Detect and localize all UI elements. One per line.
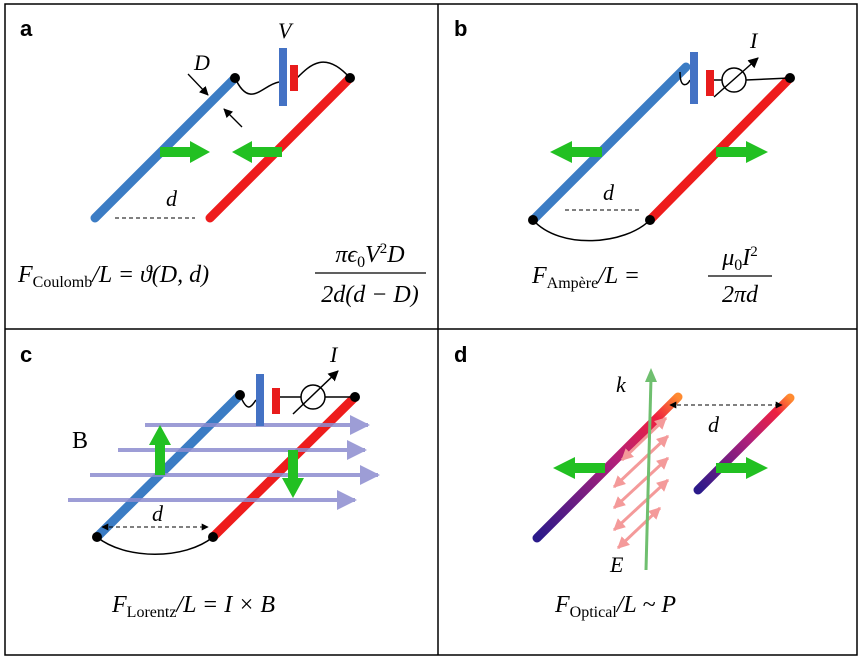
formula: FAmpère/L = <box>531 263 640 292</box>
formula-part: F <box>531 263 547 289</box>
separation-label: d <box>166 186 178 211</box>
formula-part: μ <box>721 245 734 271</box>
separation-label: d <box>708 412 720 437</box>
formula-part: /L = I × B <box>174 592 275 618</box>
formula-part: 0 <box>357 254 365 271</box>
denominator: 2d(d − D) <box>321 282 419 308</box>
formula-part: 2 <box>750 244 758 260</box>
voltage-label: V <box>278 18 294 43</box>
separation-label: d <box>152 501 164 526</box>
panel-label: a <box>20 16 33 41</box>
formula-part: Ampère <box>547 275 599 292</box>
formula: FLorentz/L = I × B <box>111 592 275 621</box>
formula-part: 2 <box>380 241 388 257</box>
frame <box>5 4 857 655</box>
formula-part: 0 <box>734 257 742 274</box>
panel-c: c B I d FLorentz/L = I × B <box>20 342 378 621</box>
formula-part: Coulomb <box>33 274 93 291</box>
formula-part: /L = <box>596 263 640 289</box>
panel-label: c <box>20 342 32 367</box>
formula-part: F <box>554 592 570 618</box>
diameter-label: D <box>193 50 210 75</box>
panel-label: d <box>454 342 467 367</box>
formula-part: Lorentz <box>127 604 177 621</box>
separation-label: d <box>603 180 615 205</box>
formula-part: Optical <box>570 604 618 621</box>
panel-d: d k E d FOptical/L ~ P <box>454 342 790 621</box>
field-label: B <box>72 428 88 454</box>
wavevector-label: k <box>616 372 627 397</box>
current-label: I <box>749 28 759 53</box>
formula: FCoulomb/L = ϑ(D, d) <box>17 262 209 291</box>
formula-part: F <box>111 592 127 618</box>
formula-part: D <box>386 242 404 268</box>
panel-b: b I d FAmpère/L = μ0I2 2πd <box>454 16 795 308</box>
formula-part: πϵ <box>335 242 358 268</box>
panel-label: b <box>454 16 467 41</box>
formula: FOptical/L ~ P <box>554 592 676 621</box>
numerator: μ0I2 <box>721 244 758 274</box>
figure: a D V d FCoulomb/L = ϑ(D, d) πϵ0V2D 2d(d… <box>0 0 861 657</box>
field-label: E <box>609 552 624 577</box>
formula-part: F <box>17 262 33 288</box>
denominator: 2πd <box>722 282 759 308</box>
current-label: I <box>329 342 339 367</box>
panel-a: a D V d FCoulomb/L = ϑ(D, d) πϵ0V2D 2d(d… <box>17 16 426 308</box>
formula-part: /L ~ P <box>615 592 677 618</box>
numerator: πϵ0V2D <box>335 241 404 271</box>
formula-part: /L = ϑ(D, d) <box>90 262 209 288</box>
